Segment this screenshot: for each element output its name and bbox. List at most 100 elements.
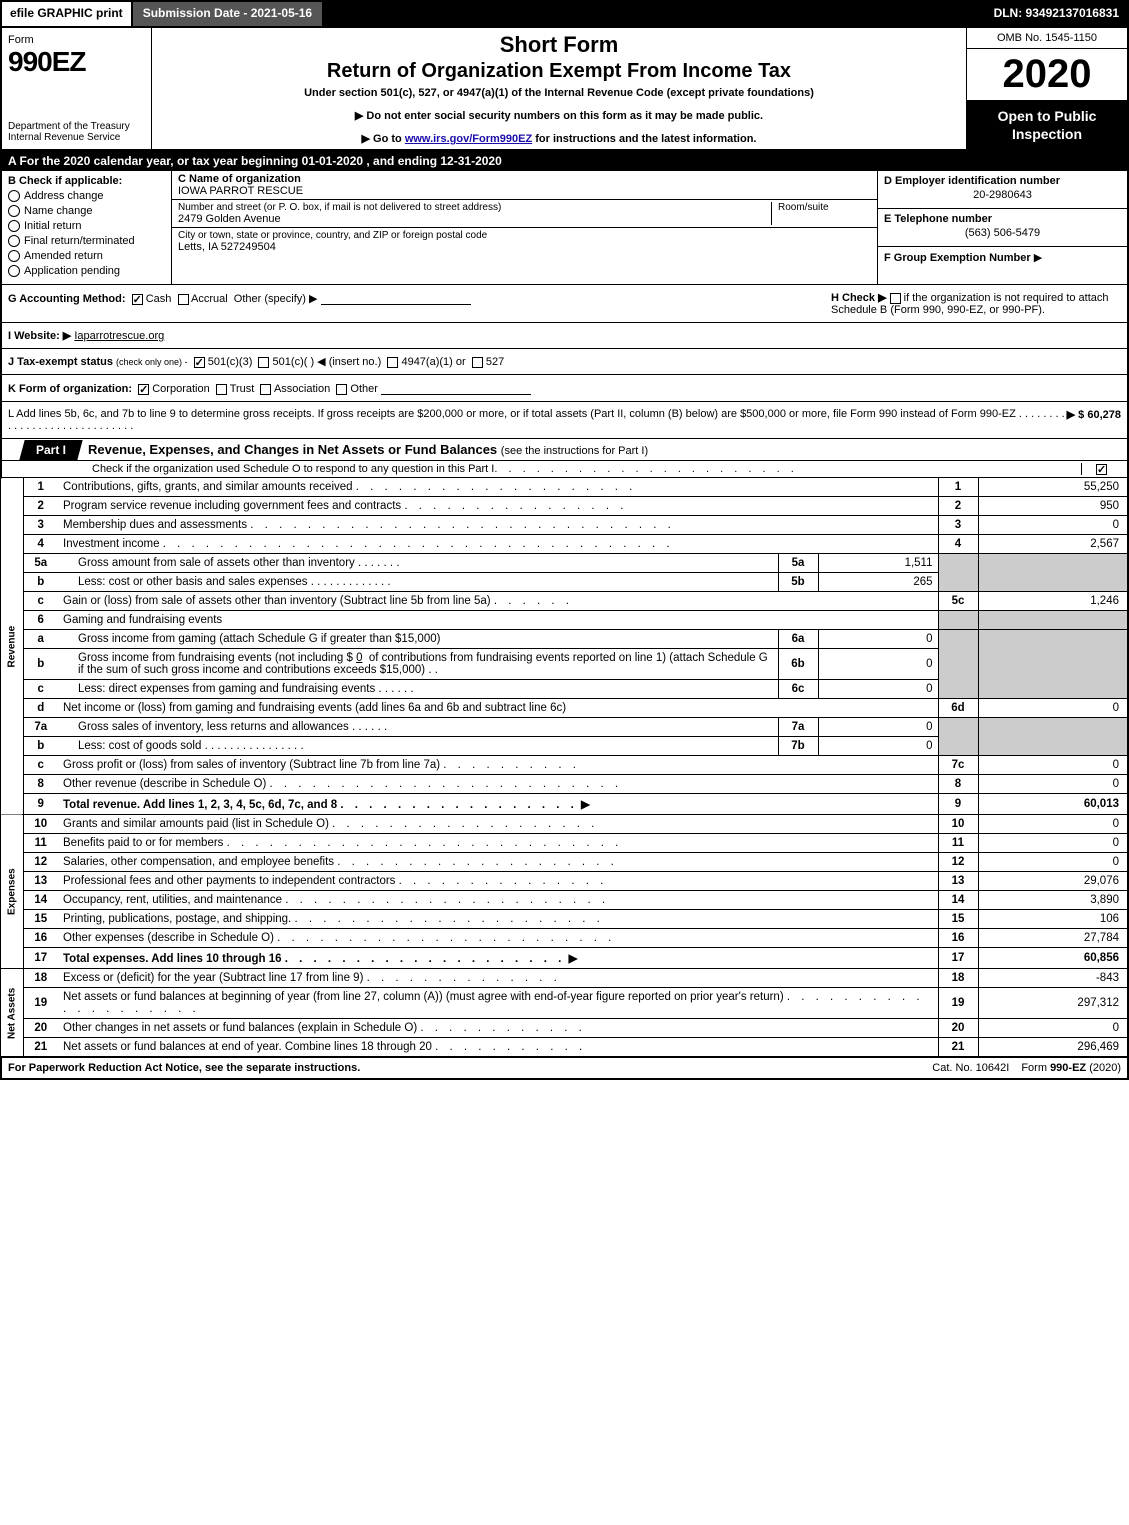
other-specify-field[interactable] <box>321 291 471 305</box>
part1-tab: Part I <box>19 440 82 460</box>
header-middle: Short Form Return of Organization Exempt… <box>152 28 967 149</box>
under-section: Under section 501(c), 527, or 4947(a)(1)… <box>160 87 958 99</box>
part1-title: Revenue, Expenses, and Changes in Net As… <box>80 439 1127 460</box>
line-16: 16 Other expenses (describe in Schedule … <box>1 929 1128 948</box>
addr-label: Number and street (or P. O. box, if mail… <box>178 202 771 213</box>
part1-check-row: Check if the organization used Schedule … <box>0 461 1129 478</box>
l-text: L Add lines 5b, 6c, and 7b to line 9 to … <box>8 408 1067 432</box>
line-11: 11 Benefits paid to or for members . . .… <box>1 834 1128 853</box>
chk-accrual[interactable] <box>178 294 189 305</box>
irs-link[interactable]: www.irs.gov/Form990EZ <box>405 133 532 145</box>
section-g: G Accounting Method: Cash Accrual Other … <box>8 291 821 316</box>
website-value: Iaparrotrescue.org <box>74 330 164 342</box>
section-b-label: B Check if applicable: <box>8 175 165 187</box>
line-7a: 7a Gross sales of inventory, less return… <box>1 718 1128 737</box>
footer-form: Form 990-EZ (2020) <box>1015 1058 1127 1078</box>
form-header: Form 990EZ Department of the Treasury In… <box>0 28 1129 151</box>
notice2-post: for instructions and the latest informat… <box>532 133 756 145</box>
chk-trust[interactable] <box>216 384 227 395</box>
chk-schedule-b[interactable] <box>890 293 901 304</box>
line-1: Revenue 1 Contributions, gifts, grants, … <box>1 478 1128 497</box>
line-13: 13 Professional fees and other payments … <box>1 872 1128 891</box>
section-f: F Group Exemption Number ▶ <box>878 247 1127 284</box>
footer-notice: For Paperwork Reduction Act Notice, see … <box>2 1058 926 1078</box>
other-org-field[interactable] <box>381 381 531 395</box>
chk-initial-return[interactable]: Initial return <box>8 220 165 232</box>
notice-1: ▶ Do not enter social security numbers o… <box>160 109 958 122</box>
chk-other-org[interactable] <box>336 384 347 395</box>
room-label: Room/suite <box>778 202 871 213</box>
group-exempt-label: F Group Exemption Number <box>884 252 1031 264</box>
tax-year-bar: A For the 2020 calendar year, or tax yea… <box>0 151 1129 171</box>
chk-amended-return[interactable]: Amended return <box>8 250 165 262</box>
section-e: E Telephone number (563) 506-5479 <box>878 209 1127 247</box>
line-20: 20 Other changes in net assets or fund b… <box>1 1019 1128 1038</box>
chk-assoc[interactable] <box>260 384 271 395</box>
h-label: H Check ▶ <box>831 292 887 304</box>
org-name: IOWA PARROT RESCUE <box>178 185 871 197</box>
checkbox-icon <box>8 265 20 277</box>
checkbox-icon <box>8 190 20 202</box>
notice-2: ▶ Go to www.irs.gov/Form990EZ for instru… <box>160 132 958 145</box>
section-i: I Website: ▶ Iaparrotrescue.org <box>0 323 1129 349</box>
open-to-public: Open to Public Inspection <box>967 101 1127 149</box>
line-3: 3 Membership dues and assessments . . . … <box>1 516 1128 535</box>
chk-corp[interactable] <box>138 384 149 395</box>
phone-value: (563) 506-5479 <box>884 227 1121 239</box>
city-label: City or town, state or province, country… <box>178 230 487 241</box>
j-sub: (check only one) - <box>116 357 188 367</box>
org-address: 2479 Golden Avenue <box>178 213 771 225</box>
short-form-title: Short Form <box>160 32 958 58</box>
header-right: OMB No. 1545-1150 2020 Open to Public In… <box>967 28 1127 149</box>
page-footer: For Paperwork Reduction Act Notice, see … <box>0 1057 1129 1080</box>
chk-application-pending[interactable]: Application pending <box>8 265 165 277</box>
chk-name-change[interactable]: Name change <box>8 205 165 217</box>
line-6a: a Gross income from gaming (attach Sched… <box>1 630 1128 649</box>
form-label: Form <box>8 34 145 46</box>
section-l: L Add lines 5b, 6c, and 7b to line 9 to … <box>0 402 1129 439</box>
line-7c: c Gross profit or (loss) from sales of i… <box>1 756 1128 775</box>
org-city-row: City or town, state or province, country… <box>172 228 877 284</box>
phone-label: E Telephone number <box>884 213 1121 225</box>
part1-checkbox[interactable] <box>1081 463 1121 475</box>
tax-year: 2020 <box>967 49 1127 101</box>
line-8: 8 Other revenue (describe in Schedule O)… <box>1 775 1128 794</box>
website-label: I Website: ▶ <box>8 330 71 342</box>
chk-501c[interactable] <box>258 357 269 368</box>
chk-501c3[interactable] <box>194 357 205 368</box>
section-gh: G Accounting Method: Cash Accrual Other … <box>0 285 1129 323</box>
line-5c: c Gain or (loss) from sale of assets oth… <box>1 592 1128 611</box>
info-block: B Check if applicable: Address change Na… <box>0 171 1129 285</box>
part1-table: Revenue 1 Contributions, gifts, grants, … <box>0 478 1129 1057</box>
dots: . . . . . . . . . . . . . . . . . . . . … <box>494 463 1081 475</box>
chk-final-return[interactable]: Final return/terminated <box>8 235 165 247</box>
side-netassets: Net Assets <box>1 969 23 1057</box>
chk-4947[interactable] <box>387 357 398 368</box>
line-4: 4 Investment income . . . . . . . . . . … <box>1 535 1128 554</box>
section-def: D Employer identification number 20-2980… <box>877 171 1127 284</box>
chk-cash[interactable] <box>132 294 143 305</box>
line-5a: 5a Gross amount from sale of assets othe… <box>1 554 1128 573</box>
part1-check-text: Check if the organization used Schedule … <box>92 463 494 475</box>
org-name-label: C Name of organization <box>178 173 865 185</box>
line-15: 15 Printing, publications, postage, and … <box>1 910 1128 929</box>
line-2: 2 Program service revenue including gove… <box>1 497 1128 516</box>
return-title: Return of Organization Exempt From Incom… <box>160 60 958 83</box>
efile-label[interactable]: efile GRAPHIC print <box>2 2 133 26</box>
checkbox-icon <box>8 235 20 247</box>
chk-address-change[interactable]: Address change <box>8 190 165 202</box>
ein-label: D Employer identification number <box>884 175 1121 187</box>
j-label: J Tax-exempt status <box>8 356 113 368</box>
chk-527[interactable] <box>472 357 483 368</box>
section-c: C Name of organization IOWA PARROT RESCU… <box>172 171 877 284</box>
top-bar: efile GRAPHIC print Submission Date - 20… <box>0 0 1129 28</box>
header-left: Form 990EZ Department of the Treasury In… <box>2 28 152 149</box>
side-expenses: Expenses <box>1 815 23 969</box>
department-label: Department of the Treasury Internal Reve… <box>8 121 145 143</box>
omb-number: OMB No. 1545-1150 <box>967 28 1127 49</box>
side-revenue: Revenue <box>1 478 23 815</box>
submission-date: Submission Date - 2021-05-16 <box>133 2 324 26</box>
line-6: 6 Gaming and fundraising events <box>1 611 1128 630</box>
line-14: 14 Occupancy, rent, utilities, and maint… <box>1 891 1128 910</box>
line-6d: d Net income or (loss) from gaming and f… <box>1 699 1128 718</box>
